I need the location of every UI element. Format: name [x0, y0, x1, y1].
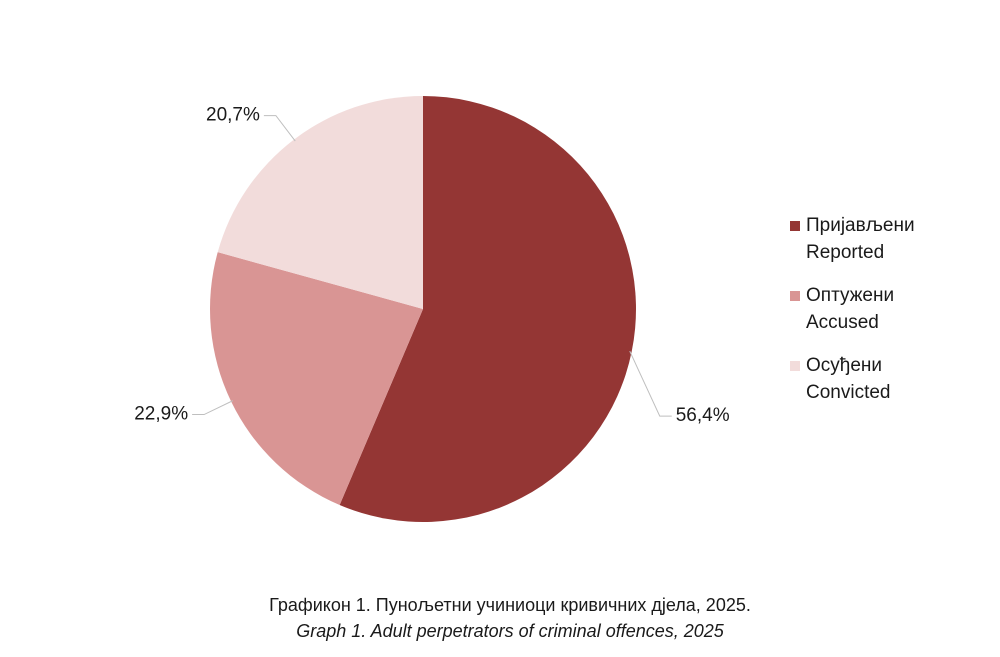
legend-label: Reported [806, 242, 884, 263]
leader-line [192, 400, 234, 416]
legend-label: Accused [806, 312, 879, 333]
pie-slice [217, 96, 423, 309]
data-label: 56,4% [676, 405, 730, 426]
data-label: 22,9% [134, 404, 188, 425]
leader-line [263, 115, 296, 142]
chart-subtitle: Graph 1. Adult perpetrators of criminal … [296, 621, 725, 641]
legend-swatch [790, 291, 800, 301]
pie-slice [339, 96, 636, 522]
legend-label: Осуђени [806, 355, 882, 376]
data-label: 20,7% [206, 105, 260, 126]
chart-title: Графикон 1. Пунољетни учиниоци кривичних… [269, 595, 751, 615]
legend-label: Convicted [806, 382, 891, 403]
legend-swatch [790, 361, 800, 371]
legend-label: Пријављени [806, 215, 915, 236]
legend-label: Оптужени [806, 285, 894, 306]
pie-slice [209, 252, 423, 506]
legend-swatch [790, 221, 800, 231]
leader-line [629, 350, 672, 417]
